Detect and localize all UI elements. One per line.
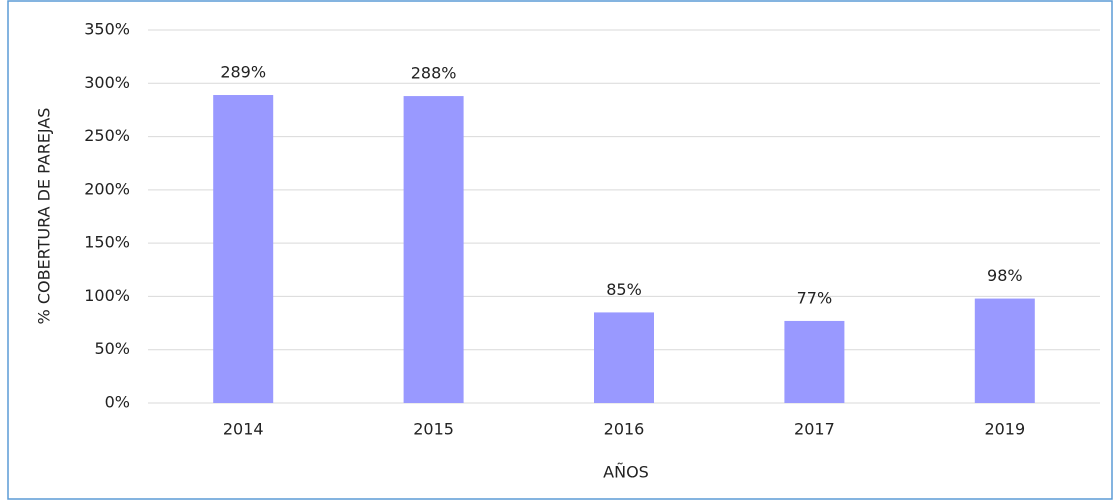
- x-tick-label: 2019: [984, 420, 1025, 439]
- data-label: 85%: [606, 280, 642, 299]
- data-label: 288%: [411, 64, 457, 83]
- x-tick-label: 2015: [413, 420, 454, 439]
- chart-frame: [7, 0, 1113, 500]
- bar: [403, 96, 464, 404]
- data-label: 98%: [987, 266, 1023, 285]
- y-tick-label: 250%: [84, 126, 130, 145]
- bar: [594, 312, 654, 403]
- y-tick-label: 0%: [105, 393, 130, 412]
- data-label: 289%: [220, 63, 266, 82]
- x-axis-title: AÑOS: [603, 463, 649, 482]
- y-tick-label: 300%: [84, 73, 130, 92]
- data-label: 77%: [797, 288, 833, 307]
- x-tick-label: 2017: [794, 420, 835, 439]
- x-tick-label: 2014: [223, 420, 264, 439]
- y-tick-label: 350%: [84, 20, 130, 39]
- y-tick-label: 150%: [84, 233, 130, 252]
- bar: [974, 298, 1035, 403]
- y-tick-label: 50%: [94, 339, 130, 358]
- x-tick-label: 2016: [604, 420, 645, 439]
- y-tick-label: 100%: [84, 286, 130, 305]
- y-tick-label: 200%: [84, 179, 130, 198]
- y-axis-title: % COBERTURA DE PAREJAS: [35, 108, 54, 325]
- bar: [784, 320, 845, 403]
- bar: [213, 95, 274, 403]
